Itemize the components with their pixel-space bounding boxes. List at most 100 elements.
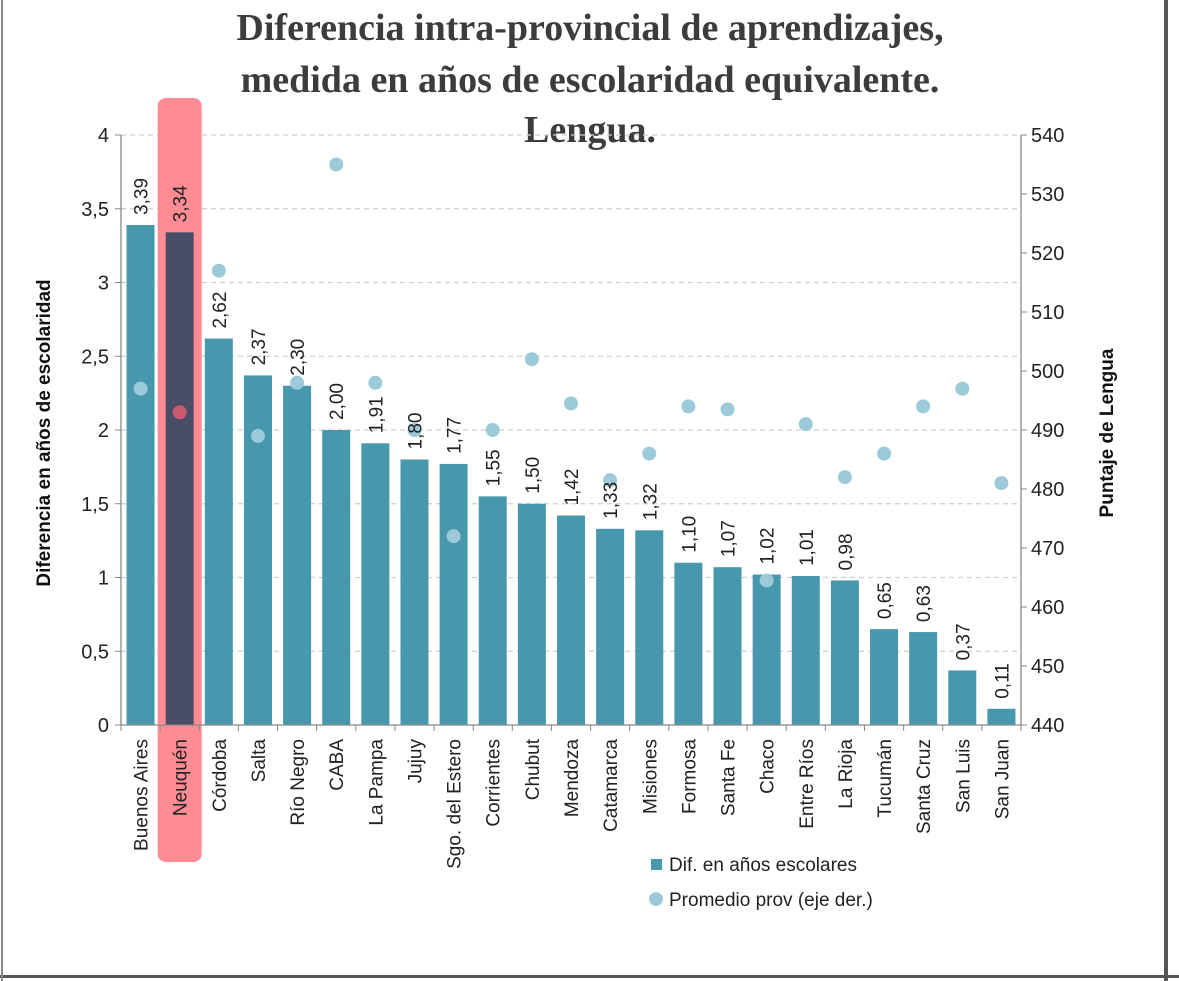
left-tick-label: 2 bbox=[98, 420, 109, 442]
bar bbox=[909, 632, 938, 725]
data-labels: 3,39 3,34 2,62 2,37 2,30 2,00 1,91 1,80 1,77 1,55… bbox=[132, 178, 1014, 699]
left-tick-label: 0 bbox=[98, 715, 109, 737]
right-tick-label: 450 bbox=[1031, 656, 1064, 678]
right-tick-label: 470 bbox=[1031, 538, 1064, 560]
left-tick-label: 0,5 bbox=[81, 641, 109, 663]
point bbox=[916, 399, 931, 414]
bar-value-label: 0,37 bbox=[953, 623, 974, 660]
point bbox=[250, 428, 265, 443]
point bbox=[564, 396, 578, 411]
legend-bar-label: Dif. en años escolares bbox=[669, 855, 857, 876]
right-border bbox=[1164, 0, 1168, 981]
bar bbox=[478, 496, 507, 725]
point bbox=[133, 381, 148, 396]
point bbox=[955, 381, 970, 396]
category-label: Santa Fe bbox=[719, 739, 740, 816]
right-axis-title: Puntaje de Lengua bbox=[1097, 348, 1118, 517]
bar-value-label: 3,39 bbox=[132, 178, 153, 215]
point bbox=[603, 473, 618, 488]
bar-value-label: 0,11 bbox=[992, 663, 1013, 699]
bar bbox=[517, 503, 546, 725]
right-tick-label: 500 bbox=[1031, 361, 1064, 383]
category-label: Tucumán bbox=[875, 739, 896, 818]
category-label: Misiones bbox=[640, 739, 661, 814]
bar bbox=[791, 576, 820, 725]
category-label: La Pampa bbox=[366, 739, 387, 826]
bar bbox=[126, 224, 155, 725]
bottom-border bbox=[0, 975, 1179, 978]
point bbox=[681, 399, 696, 414]
bar bbox=[439, 463, 468, 725]
point bbox=[720, 402, 735, 417]
right-tick-label: 480 bbox=[1031, 479, 1064, 501]
bar bbox=[165, 232, 194, 725]
point bbox=[524, 352, 539, 367]
bar-value-label: 1,50 bbox=[523, 457, 544, 494]
chart-title-line-1: Diferencia intra-provincial de aprendiza… bbox=[236, 7, 943, 49]
point-series bbox=[133, 157, 1009, 588]
category-label: Mendoza bbox=[562, 739, 583, 818]
bar bbox=[596, 528, 625, 725]
bar bbox=[557, 515, 585, 725]
category-label: Formosa bbox=[679, 739, 700, 814]
bar bbox=[830, 580, 859, 725]
right-tick-label: 510 bbox=[1031, 302, 1064, 324]
bar-value-label: 1,80 bbox=[405, 413, 426, 450]
bar-value-label: 0,65 bbox=[875, 582, 896, 619]
category-label: Chaco bbox=[758, 739, 779, 794]
bar bbox=[674, 562, 703, 725]
legend-point-label: Promedio prov (eje der.) bbox=[669, 890, 873, 911]
bar bbox=[948, 670, 977, 725]
left-tick-label: 3 bbox=[98, 273, 109, 295]
bar-value-label: 1,07 bbox=[719, 520, 740, 557]
chart-title-line-2: medida en años de escolaridad equivalent… bbox=[241, 59, 940, 101]
bar-value-label: 1,55 bbox=[484, 449, 505, 486]
bar-value-label: 1,91 bbox=[366, 396, 387, 433]
point bbox=[446, 529, 461, 544]
left-border bbox=[1, 0, 3, 981]
category-label: Río Negro bbox=[288, 739, 309, 826]
category-label: Neuquén bbox=[171, 739, 192, 816]
point bbox=[329, 157, 344, 172]
category-label: Salta bbox=[249, 739, 270, 783]
bar bbox=[400, 459, 429, 725]
bar-value-label: 1,33 bbox=[601, 482, 622, 519]
point bbox=[172, 405, 187, 420]
category-label: Chubut bbox=[523, 738, 544, 800]
bar bbox=[322, 430, 351, 725]
point bbox=[368, 375, 383, 390]
category-label: Corrientes bbox=[484, 739, 505, 827]
bar-value-label: 3,34 bbox=[171, 185, 192, 222]
left-tick-label: 4 bbox=[98, 125, 109, 147]
category-label: San Luis bbox=[953, 739, 974, 813]
category-label: Santa Cruz bbox=[914, 739, 935, 834]
right-tick-label: 540 bbox=[1031, 125, 1064, 147]
point bbox=[290, 375, 305, 390]
category-label: CABA bbox=[327, 739, 348, 791]
bar bbox=[713, 567, 742, 725]
bar-value-label: 1,02 bbox=[758, 528, 779, 565]
bar-value-label: 0,63 bbox=[914, 585, 935, 622]
bar bbox=[635, 530, 664, 725]
bar-value-label: 2,00 bbox=[327, 383, 348, 420]
left-tick-label: 3,5 bbox=[81, 199, 109, 221]
left-tick-label: 1 bbox=[98, 568, 109, 590]
left-axis-title: Diferencia en años de escolaridad bbox=[34, 279, 55, 586]
point bbox=[759, 573, 774, 588]
category-label: Buenos Aires bbox=[132, 739, 153, 851]
point bbox=[798, 417, 813, 432]
right-tick-label: 530 bbox=[1031, 184, 1064, 206]
legend: Dif. en años escolares Promedio prov (ej… bbox=[649, 855, 873, 911]
bar-series bbox=[126, 224, 1016, 725]
category-label: San Juan bbox=[992, 739, 1013, 819]
point bbox=[211, 263, 226, 278]
category-label: Jujuy bbox=[405, 739, 426, 784]
legend-bar-swatch bbox=[651, 859, 662, 870]
category-label: Catamarca bbox=[601, 739, 622, 832]
bar-value-label: 1,77 bbox=[445, 417, 466, 454]
right-tick-label: 520 bbox=[1031, 243, 1064, 265]
left-tick-label: 1,5 bbox=[81, 494, 109, 516]
bar bbox=[361, 443, 390, 725]
point bbox=[642, 446, 657, 461]
